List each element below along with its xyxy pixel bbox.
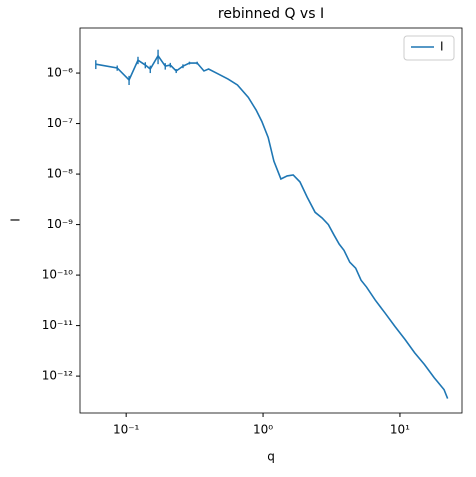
y-tick-label: 10⁻⁹	[47, 217, 74, 231]
y-axis-label: I	[9, 218, 23, 222]
chart-title: rebinned Q vs I	[218, 6, 324, 22]
x-tick-label: 10¹	[390, 423, 410, 437]
y-tick-label: 10⁻⁷	[47, 116, 74, 130]
y-tick-label: 10⁻¹²	[42, 369, 73, 383]
y-tick-label: 10⁻¹¹	[42, 318, 73, 332]
y-tick-label: 10⁻⁶	[47, 66, 74, 80]
legend-box	[403, 35, 455, 61]
x-tick-label: 10⁰	[253, 423, 273, 437]
y-tick-label: 10⁻¹⁰	[42, 268, 73, 282]
plot-frame	[79, 27, 463, 414]
y-tick-label: 10⁻⁸	[47, 167, 74, 181]
x-tick-label: 10⁻¹	[113, 423, 140, 437]
x-axis-label: q	[267, 450, 275, 464]
legend-label: I	[440, 40, 444, 54]
data-line	[95, 54, 449, 399]
